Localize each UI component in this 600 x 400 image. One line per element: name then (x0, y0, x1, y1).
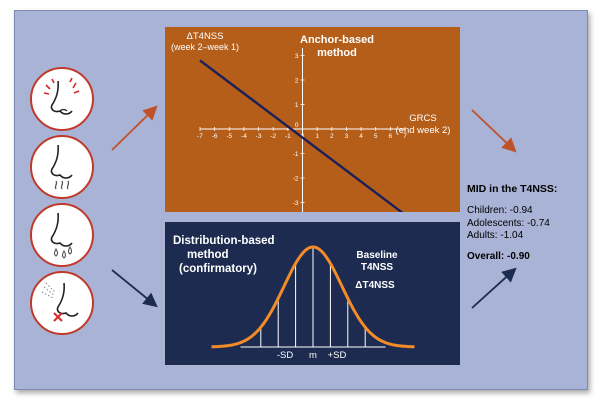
mean-label: m (309, 350, 317, 361)
x-tick-label: 1 (315, 133, 319, 140)
baseline-label-1: Baseline (356, 250, 398, 261)
mid-overall: Overall: -0.90 (467, 250, 530, 262)
mid-heading: MID in the T4NSS: (467, 183, 558, 195)
x-tick-label: -4 (241, 133, 247, 140)
anchor-ylabel-1: ΔT4NSS (187, 31, 224, 42)
distribution-panel: Distribution-based method (confirmatory)… (165, 222, 460, 365)
x-tick-label: 7 (403, 133, 407, 140)
nose-runny-icon (30, 203, 94, 267)
x-tick-label: -3 (256, 133, 262, 140)
y-tick-label: -1 (293, 151, 299, 158)
mid-children: Children: -0.94 (467, 205, 533, 216)
anchor-xlabel-2: (end week 2) (396, 125, 451, 136)
x-tick-label: 6 (389, 133, 393, 140)
anchor-chart: Anchor-based method ΔT4NSS (week 2–week … (171, 31, 451, 218)
y-tick-label: 0 (295, 122, 299, 129)
mid-adults: Adults: -1.04 (467, 230, 524, 241)
x-tick-label: -5 (226, 133, 232, 140)
anchor-ylabel-2: (week 2–week 1) (171, 42, 239, 52)
anchor-title-2: method (317, 47, 357, 59)
y-tick-label: -2 (293, 176, 299, 183)
dist-title-1: Distribution-based (173, 235, 275, 247)
anchor-panel: Anchor-based method ΔT4NSS (week 2–week … (165, 27, 460, 218)
nose-congestion-icon (30, 135, 94, 199)
nose-irritation-icon (30, 67, 94, 131)
y-tick-label: 3 (295, 53, 299, 60)
arrow-anchor-to-mid (471, 109, 517, 153)
nasal-spray-icon (30, 271, 94, 335)
mid-results: MID in the T4NSS: Children: -0.94 Adoles… (467, 183, 587, 262)
y-tick-label: 2 (295, 78, 299, 85)
x-tick-label: 3 (345, 133, 349, 140)
normal-curve (211, 245, 415, 349)
x-tick-label: 5 (374, 133, 378, 140)
x-tick-label: -2 (270, 133, 276, 140)
x-tick-label: 2 (330, 133, 334, 140)
baseline-label-2: T4NSS (361, 262, 394, 273)
x-tick-label: -7 (197, 133, 203, 140)
dist-title-2: method (187, 249, 229, 261)
arrow-to-distribution (111, 269, 158, 308)
mid-adolescents: Adolescents: -0.74 (467, 217, 550, 229)
anchor-xlabel-1: GRCS (409, 113, 436, 124)
plus-sd-label: +SD (328, 350, 347, 361)
arrow-to-anchor (111, 105, 158, 151)
x-tick-label: -1 (285, 133, 291, 140)
y-tick-label: -3 (293, 200, 299, 207)
y-tick-label: 1 (295, 102, 299, 109)
anchor-title-1: Anchor-based (300, 34, 374, 46)
dist-title-3: (confirmatory) (179, 263, 257, 275)
minus-sd-label: -SD (277, 350, 294, 361)
distribution-chart: Distribution-based method (confirmatory)… (173, 235, 415, 361)
x-tick-label: 4 (359, 133, 363, 140)
x-tick-label: -6 (212, 133, 218, 140)
regression-line (199, 59, 406, 216)
arrow-distribution-to-mid (471, 267, 517, 309)
delta-label: ΔT4NSS (355, 280, 395, 291)
